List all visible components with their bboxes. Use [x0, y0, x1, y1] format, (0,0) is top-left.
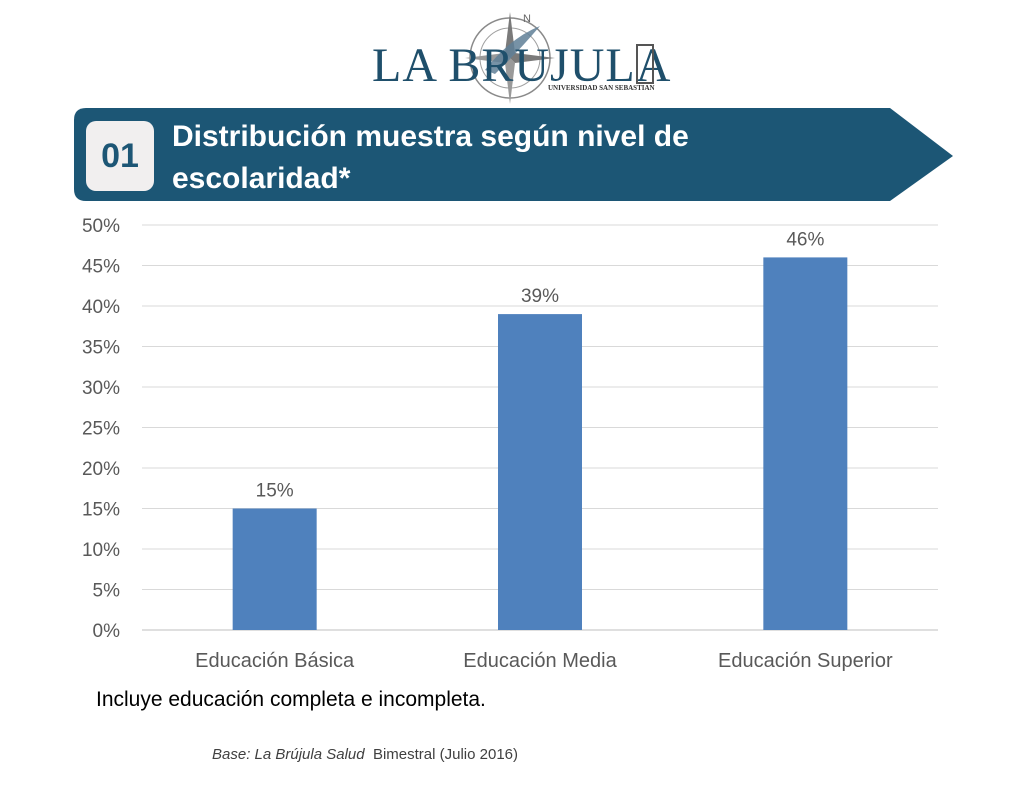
y-tick-label: 15% [82, 500, 120, 521]
source-rest: Bimestral (Julio 2016) [372, 746, 519, 763]
y-tick-label: 40% [82, 297, 120, 318]
source-italic: Base: La Brújula Salud [212, 746, 365, 763]
x-category-label: Educación Superior [718, 650, 893, 672]
data-label: 39% [521, 286, 559, 307]
source-note: Base: La Brújula Salud Bimestral (Julio … [212, 746, 518, 763]
svg-text:N: N [523, 13, 531, 25]
compass-rose-icon: N [465, 12, 555, 104]
x-category-label: Educación Media [463, 650, 617, 672]
logo-subtitle: UNIVERSIDAD SAN SEBASTIAN [548, 84, 655, 92]
bar [763, 257, 848, 630]
logo-wordmark: LA BRUJULA [372, 39, 672, 92]
logo-seal [636, 44, 654, 84]
y-tick-label: 20% [82, 459, 120, 480]
y-tick-label: 10% [82, 540, 120, 561]
bar [498, 314, 582, 630]
y-tick-label: 5% [93, 581, 121, 602]
data-label: 15% [256, 481, 294, 502]
y-tick-label: 45% [82, 257, 120, 278]
y-tick-label: 0% [93, 621, 121, 642]
bar [232, 508, 317, 630]
logo: N LA BRUJULA UNIVERSIDAD SAN SEBASTIAN [360, 8, 670, 108]
y-tick-label: 30% [82, 378, 120, 399]
y-tick-label: 35% [82, 338, 120, 359]
page-title: Distribución muestra según nivel de esco… [172, 120, 689, 195]
section-number-badge: 01 [86, 121, 154, 191]
data-label: 46% [786, 229, 824, 250]
footnote: Incluye educación completa e incompleta. [96, 688, 486, 711]
y-tick-label: 50% [82, 216, 120, 237]
x-category-label: Educación Básica [195, 650, 355, 672]
y-tick-label: 25% [82, 419, 120, 440]
